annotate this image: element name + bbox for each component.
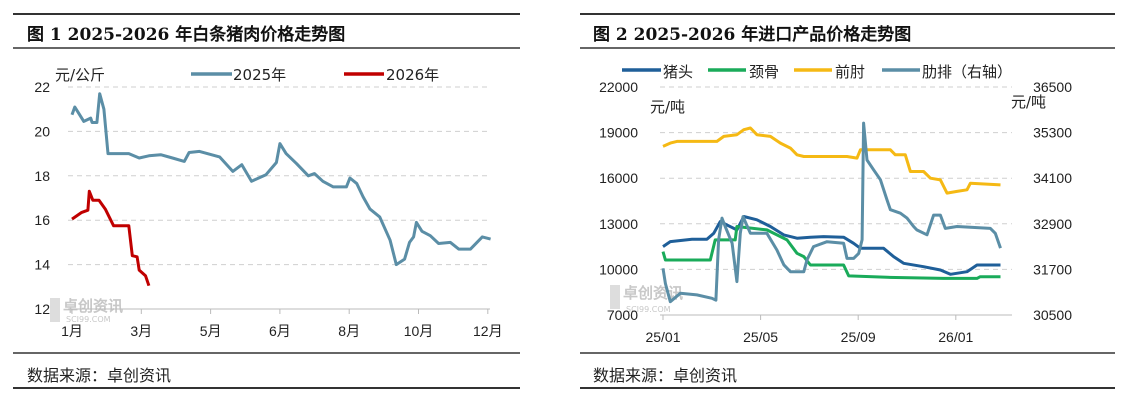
y-tick-label: 13000 (599, 216, 638, 232)
series-line-1 (661, 225, 1001, 280)
x-tick-label: 26/01 (938, 329, 973, 345)
x-tick-label: 3月 (130, 323, 152, 339)
chart-1-watermark: 卓创资讯 (63, 297, 123, 315)
y-tick-label: 16000 (599, 170, 638, 186)
y-tick-label: 18 (34, 168, 50, 184)
legend-label-ribs: 肋排（右轴） (922, 63, 1012, 81)
y-axis-unit-right: 元/吨 (1011, 93, 1046, 111)
x-tick-label: 25/05 (743, 329, 778, 345)
legend-label-2025: 2025年 (233, 66, 286, 84)
chart-1-source: 数据来源：卓创资讯 (27, 366, 171, 385)
y-axis-unit: 元/公斤 (55, 66, 105, 84)
series-line-1 (71, 189, 151, 287)
x-tick-label: 25/01 (645, 329, 680, 345)
y-tick-label: 22 (34, 79, 50, 95)
y-right-tick-label: 34100 (1033, 170, 1072, 186)
series-line-0 (70, 92, 491, 267)
legend-label-2026: 2026年 (386, 66, 439, 84)
chart-2: 元/吨 元/吨 猪头 颈骨 前肘 肋排（右轴） 7000 10000 13000 16… (599, 63, 1072, 345)
y-right-tick-label: 36500 (1033, 79, 1072, 95)
x-tick-label: 5月 (200, 323, 222, 339)
y-tick-label: 22000 (599, 79, 638, 95)
y-tick-label: 16 (34, 212, 50, 228)
x-tick-label: 1月 (61, 323, 83, 339)
chart-2-watermark-sub: SCI99.COM (626, 305, 671, 314)
legend-label-front-elbow: 前肘 (835, 63, 865, 81)
chart-1-title: 图 1 2025-2026 年白条猪肉价格走势图 (27, 24, 345, 45)
series-line-3 (661, 121, 1002, 304)
x-tick-label: 6月 (269, 323, 291, 339)
y-tick-label: 10000 (599, 261, 638, 277)
watermark-logo-icon (50, 298, 60, 322)
y-right-tick-label: 32900 (1033, 216, 1072, 232)
watermark-logo-icon (610, 285, 620, 309)
y-right-tick-label: 35300 (1033, 125, 1072, 141)
x-tick-label: 8月 (338, 323, 360, 339)
y-tick-label: 14 (34, 257, 50, 273)
panel-1: 图 1 2025-2026 年白条猪肉价格走势图 数据来源：卓创资讯 卓创资讯 … (13, 13, 520, 389)
y-axis-unit-left: 元/吨 (650, 98, 685, 116)
x-tick-label: 25/09 (841, 329, 876, 345)
legend-label-pig-head: 猪头 (663, 63, 693, 81)
x-tick-label: 12月 (473, 323, 503, 339)
y-right-tick-label: 30500 (1033, 307, 1072, 323)
y-tick-label: 19000 (599, 125, 638, 141)
chart-2-title: 图 2 2025-2026 年进口产品价格走势图 (593, 24, 911, 45)
chart-2-source: 数据来源：卓创资讯 (593, 366, 737, 385)
y-right-tick-label: 31700 (1033, 261, 1072, 277)
x-tick-label: 10月 (404, 323, 434, 339)
y-tick-label: 7000 (607, 307, 638, 323)
chart-1-watermark-sub: SCI99.COM (66, 315, 111, 324)
y-tick-label: 20 (34, 123, 50, 139)
legend-label-neck-bone: 颈骨 (749, 63, 779, 81)
series-line-0 (662, 215, 1001, 276)
y-tick-label: 12 (34, 301, 50, 317)
chart-1: 元/公斤 2025年 2026年 12 14 16 18 20 22 1月 3月 5月 6月 8月 1… (34, 66, 502, 339)
series-line-2 (662, 126, 1001, 195)
